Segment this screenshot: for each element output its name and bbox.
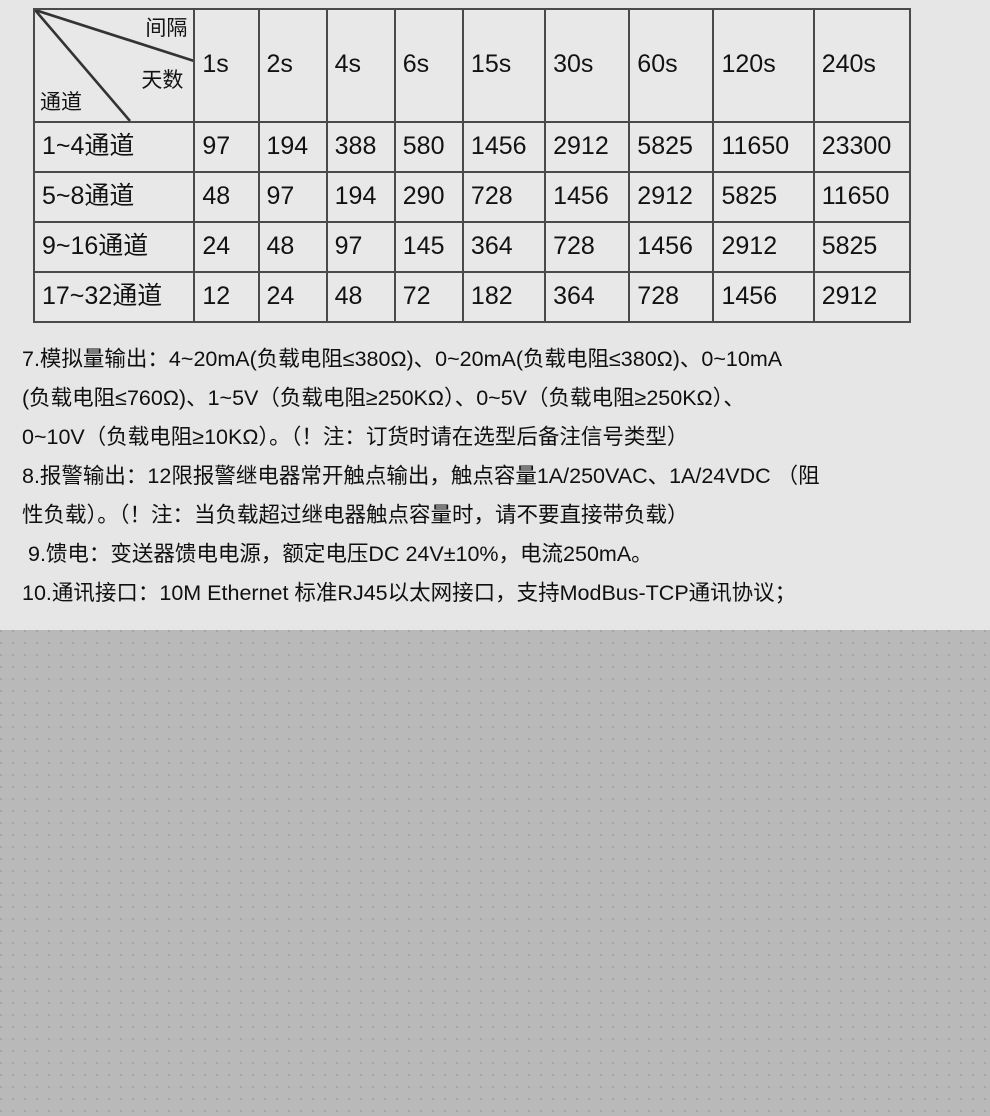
table-row-label: 17~32通道 <box>32 271 196 323</box>
spec-text-line: 10.通讯接口：10M Ethernet 标准RJ45以太网接口，支持ModBu… <box>22 581 797 605</box>
table-col-header: 15s <box>461 8 547 123</box>
spec-text-line: 7.模拟量输出：4~20mA(负载电阻≤380Ω)、0~20mA(负载电阻≤38… <box>22 347 783 371</box>
spec-text-line: (负载电阻≤760Ω)、1~5V（负载电阻≥250KΩ）、0~5V（负载电阻≥2… <box>22 386 745 410</box>
table-col-header: 6s <box>393 8 464 123</box>
table-cell: 194 <box>325 171 396 223</box>
specification-list: 7.模拟量输出：4~20mA(负载电阻≤380Ω)、0~20mA(负载电阻≤38… <box>0 340 990 613</box>
table-row: 17~32通道 12 24 48 72 182 364 728 1456 2912 <box>32 271 912 323</box>
table-cell: 388 <box>325 121 396 173</box>
table-col-header: 30s <box>544 8 631 123</box>
table-col-header: 2s <box>257 8 328 123</box>
table-cell: 12 <box>193 271 260 323</box>
table-row-label: 5~8通道 <box>32 171 196 223</box>
table-cell: 194 <box>257 121 328 173</box>
table-cell: 97 <box>257 171 328 223</box>
table-cell: 1456 <box>628 221 715 273</box>
table-cell: 48 <box>257 221 328 273</box>
table-col-header: 60s <box>628 8 715 123</box>
table-cell: 2912 <box>544 121 631 173</box>
corner-label-days: 天数 <box>141 69 184 92</box>
table-cell: 1456 <box>461 121 547 173</box>
table-col-header: 120s <box>712 8 815 123</box>
table-corner-header-cell: 间隔天数通道 <box>32 8 196 123</box>
table-header-row: 间隔 天数 通道 1s 2s 4s 6s 15s 30s 60s 120s 240s <box>32 8 912 123</box>
spec-text-line: 性负载）。（！注：当负载超过继电器触点容量时，请不要直接带负载） <box>22 503 689 527</box>
table-cell: 364 <box>461 221 547 273</box>
table-cell: 728 <box>461 171 547 223</box>
spec-text-line: 0~10V（负载电阻≥10KΩ）。（！注：订货时请在选型后备注信号类型） <box>22 425 689 449</box>
table-cell: 1456 <box>544 171 631 223</box>
table-row-label: 1~4通道 <box>32 121 196 173</box>
table-cell: 182 <box>461 271 547 323</box>
spec-text-line: 8.报警输出：12限报警继电器常开触点输出，触点容量1A/250VAC、1A/2… <box>22 464 820 488</box>
table-cell: 364 <box>544 271 631 323</box>
table-cell: 24 <box>193 221 260 273</box>
table-cell: 580 <box>393 121 464 173</box>
table-cell: 23300 <box>812 121 912 173</box>
sampling-capacity-table-wrapper: 间隔 天数 通道 1s 2s 4s 6s 15s 30s 60s 120s 240s 1~4通道 97 19… <box>32 8 912 323</box>
table-col-header: 1s <box>193 8 260 123</box>
table-row-label: 9~16通道 <box>32 221 196 273</box>
table-cell: 290 <box>393 171 464 223</box>
table-cell: 145 <box>393 221 464 273</box>
table-cell: 97 <box>325 221 396 273</box>
table-cell: 48 <box>325 271 396 323</box>
spec-text-line: 9.馈电：变送器馈电电源，额定电压DC 24V±10%，电流250mA。 <box>28 542 653 566</box>
table-cell: 5825 <box>712 171 815 223</box>
table-cell: 728 <box>628 271 715 323</box>
table-cell: 2912 <box>712 221 815 273</box>
sampling-capacity-table: 间隔 天数 通道 1s 2s 4s 6s 15s 30s 60s 120s 240s 1~4通道 97 19… <box>32 8 912 323</box>
table-cell: 97 <box>193 121 260 173</box>
table-col-header: 4s <box>325 8 396 123</box>
table-col-header: 240s <box>812 8 912 123</box>
table-cell: 11650 <box>712 121 815 173</box>
table-row: 1~4通道 97 194 388 580 1456 2912 5825 11650 23300 <box>32 121 912 173</box>
table-cell: 24 <box>257 271 328 323</box>
table-cell: 11650 <box>812 171 912 223</box>
table-cell: 5825 <box>812 221 912 273</box>
corner-diagonal-lines-icon <box>36 11 193 120</box>
table-cell: 728 <box>544 221 631 273</box>
table-cell: 5825 <box>628 121 715 173</box>
table-cell: 72 <box>393 271 464 323</box>
table-row: 9~16通道 24 48 97 145 364 728 1456 2912 5825 <box>32 221 912 273</box>
corner-label-interval: 间隔 <box>145 17 188 40</box>
table-cell: 48 <box>193 171 260 223</box>
table-cell: 2912 <box>628 171 715 223</box>
corner-label-channel: 通道 <box>40 91 82 114</box>
table-row: 5~8通道 48 97 194 290 728 1456 2912 5825 11650 <box>32 171 912 223</box>
table-cell: 2912 <box>812 271 912 323</box>
table-cell: 1456 <box>712 271 815 323</box>
document-content: 间隔 天数 通道 1s 2s 4s 6s 15s 30s 60s 120s 240s 1~4通道 97 19… <box>0 8 990 613</box>
dimmed-overlay-region <box>0 630 990 1116</box>
